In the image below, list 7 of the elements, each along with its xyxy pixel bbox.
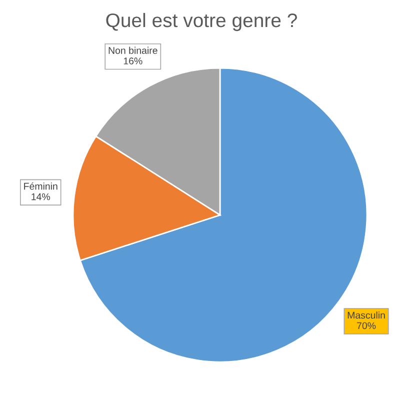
slice-label: Masculin — [348, 312, 385, 319]
data-label: 70% — [357, 322, 376, 330]
data-label: 14% — [32, 193, 50, 200]
slice-label: Féminin — [24, 182, 58, 190]
chart-title: Quel est votre genre ? — [106, 12, 297, 32]
data-label: 16% — [124, 58, 142, 64]
slice-label: Non binaire — [108, 46, 158, 54]
